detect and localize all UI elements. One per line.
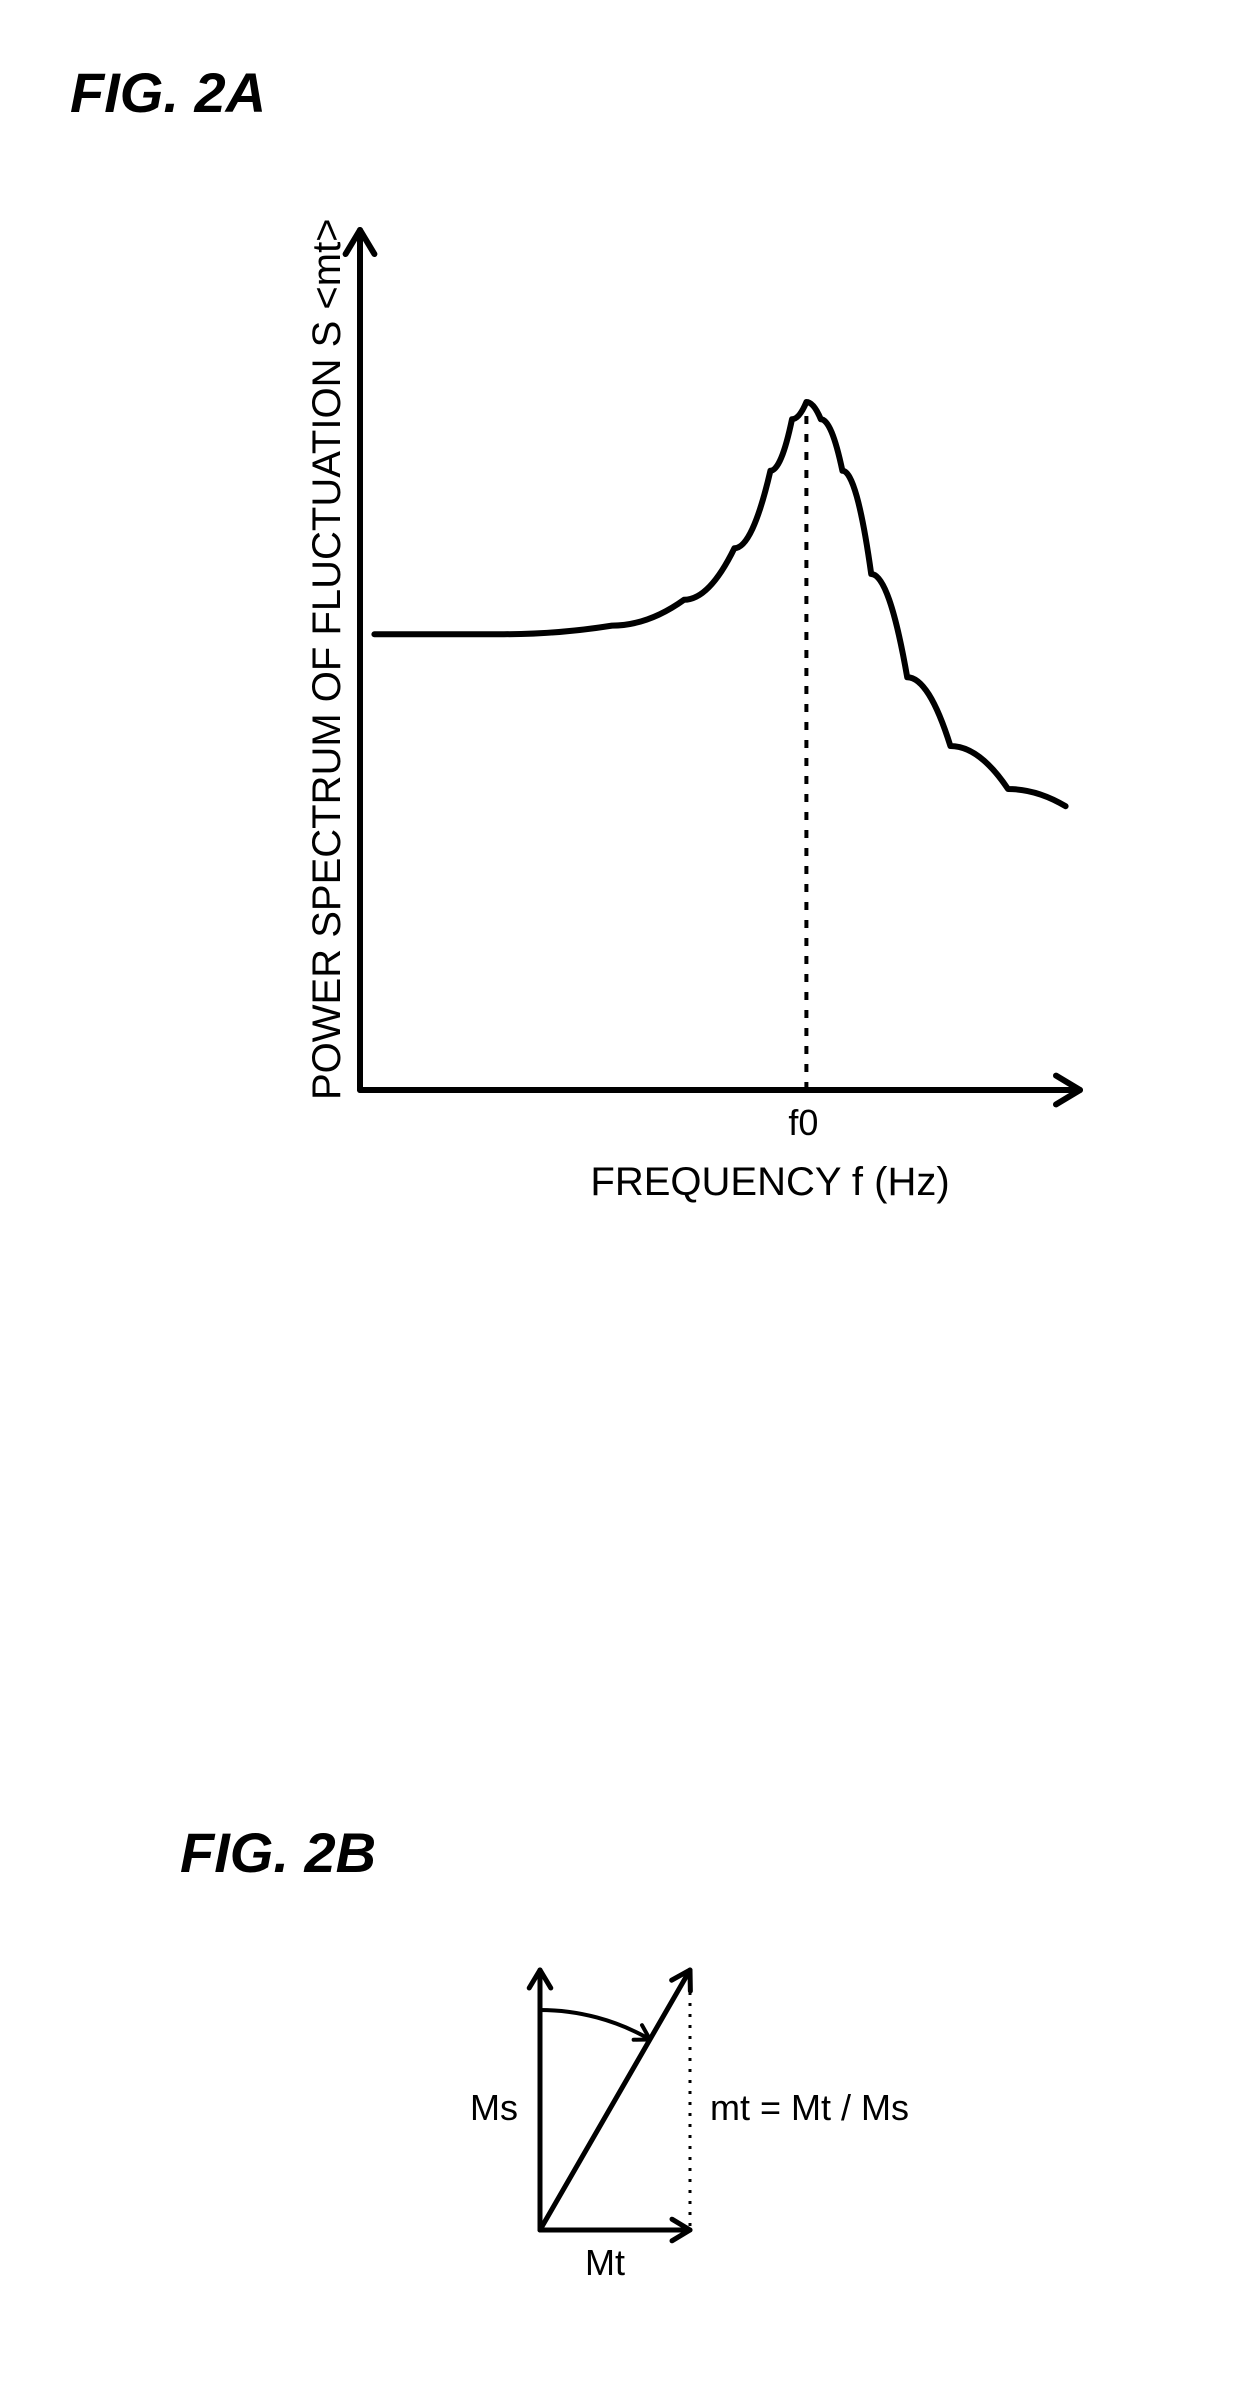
- fig-2b-mt-label: Mt: [585, 2242, 625, 2284]
- fig-2b-equation: mt = Mt / Ms: [710, 2087, 909, 2129]
- fig-2b-ms-label: Ms: [470, 2087, 518, 2129]
- page: FIG. 2A POWER SPECTRUM OF FLUCTUATION S …: [0, 0, 1246, 2401]
- fig-2b-diagram: [0, 0, 1246, 2401]
